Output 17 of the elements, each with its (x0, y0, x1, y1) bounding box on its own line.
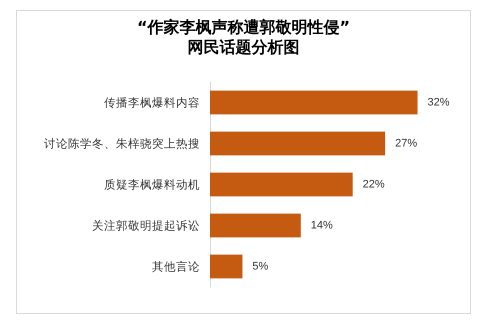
data-label: 27% (395, 138, 418, 150)
y-tick-label: 质疑李枫爆料动机 (104, 178, 200, 192)
y-tick-label: 关注郭敬明提起诉讼 (92, 218, 200, 232)
data-label: 32% (428, 96, 450, 108)
data-label: 22% (362, 178, 385, 190)
bar (210, 254, 242, 278)
y-tick-label: 传播李枫爆料内容 (104, 96, 200, 110)
chart-title: “作家李枫声称遭郭敬明性侵” (136, 18, 350, 36)
data-label: 5% (252, 260, 269, 272)
y-tick-label: 讨论陈学冬、朱梓骁突上热搜 (44, 136, 200, 150)
bar (210, 132, 386, 156)
chart-subtitle: 网民话题分析图 (188, 38, 300, 56)
bar (210, 214, 301, 238)
data-label: 14% (310, 220, 334, 232)
y-tick-label: 其他言论 (152, 260, 200, 274)
bar (210, 172, 353, 196)
bar (210, 90, 418, 114)
